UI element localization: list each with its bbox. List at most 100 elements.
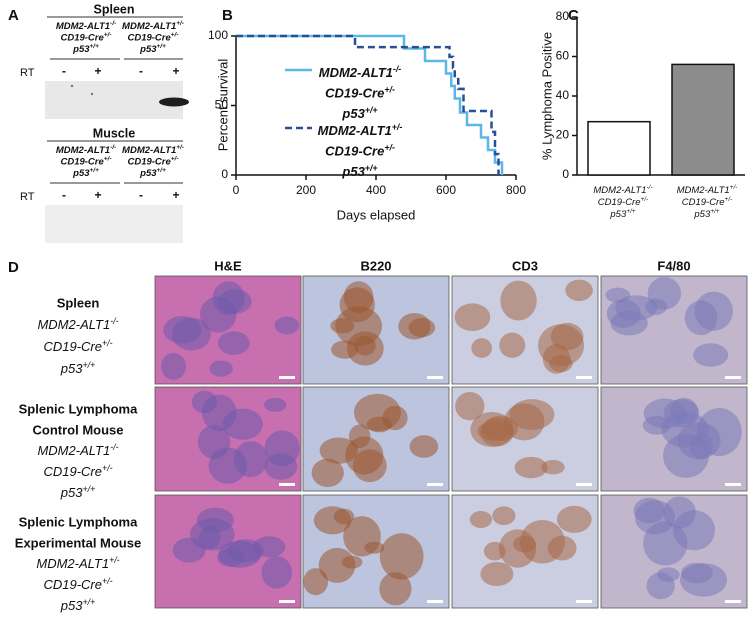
y-axis-label: Percent survival (215, 59, 230, 152)
scale-bar (279, 483, 295, 486)
superscript: +/- (725, 196, 733, 203)
scale-bar (576, 483, 592, 486)
genotype-label: CD19-Cre+/- (60, 31, 111, 43)
superscript: +/+ (365, 105, 378, 115)
superscript: +/+ (90, 167, 100, 174)
tissue-region (379, 572, 412, 606)
genotype-label: MDM2-ALT1-/- (56, 144, 116, 156)
legend-label: p53+/+ (341, 163, 377, 179)
superscript: +/- (102, 576, 113, 586)
row-title: Control Mouse (33, 422, 124, 437)
scale-bar (725, 483, 741, 486)
superscript: +/- (102, 463, 113, 473)
tissue-region (454, 303, 491, 332)
superscript: -/- (110, 144, 116, 151)
superscript: +/- (641, 196, 649, 203)
y-tick-label: 60 (556, 49, 570, 63)
tissue-region (209, 360, 233, 377)
row-title: Splenic Lymphoma (19, 401, 138, 416)
x-tick-label: 800 (506, 183, 526, 197)
tissue-region (198, 525, 221, 550)
rt-label: RT (20, 191, 35, 203)
genotype-label: CD19-Cre+/- (127, 155, 178, 167)
row-title: Experimental Mouse (15, 535, 141, 550)
row-genotype: CD19-Cre+/- (43, 463, 112, 479)
genotype-label: CD19-Cre+/- (60, 155, 111, 167)
tissue-region (331, 340, 359, 359)
superscript: -/- (393, 64, 401, 74)
superscript: +/+ (157, 167, 167, 174)
superscript: +/- (104, 31, 112, 38)
superscript: +/+ (626, 208, 636, 215)
tissue-region (565, 279, 593, 302)
superscript: +/+ (365, 163, 378, 173)
lane-label: + (172, 188, 179, 202)
tissue-region (172, 537, 206, 563)
tissue-region (217, 331, 250, 355)
superscript: +/- (176, 20, 184, 27)
superscript: +/- (102, 338, 113, 348)
superscript: +/- (384, 85, 395, 95)
tissue-region (499, 332, 526, 358)
tissue-region (161, 352, 186, 381)
legend-label: MDM2-ALT1-/- (319, 64, 402, 80)
tissue-region (233, 441, 268, 478)
superscript: +/- (384, 143, 395, 153)
histology-image (451, 386, 599, 492)
lane-label: + (94, 188, 101, 202)
superscript: +/+ (90, 43, 100, 50)
panel-letter: C (568, 7, 579, 24)
text-base: CD19-Cre (325, 86, 384, 101)
text-base: p53 (139, 44, 157, 55)
histology-image (451, 494, 599, 609)
genotype-label: p53+/+ (72, 43, 99, 55)
text-base: p53 (609, 209, 627, 220)
tissue-region (379, 533, 424, 580)
y-tick-label: 100 (208, 28, 228, 42)
lane-label: - (62, 188, 66, 202)
gel-speck (90, 92, 94, 96)
bar (671, 63, 735, 176)
tissue-region (646, 572, 675, 600)
histology-image (600, 275, 748, 385)
text-base: MDM2-ALT1 (677, 185, 730, 196)
tissue-region (663, 496, 696, 529)
tissue-region (199, 296, 237, 333)
superscript: -/- (110, 442, 118, 452)
column-header: H&E (214, 258, 242, 273)
tissue-region (663, 399, 700, 428)
x-tick-label: CD19-Cre+/- (682, 196, 732, 208)
superscript: +/- (171, 31, 179, 38)
survival-line (236, 34, 500, 175)
tissue-region (335, 306, 382, 347)
legend-label: CD19-Cre+/- (325, 143, 395, 159)
genotype-label: p53+/+ (139, 167, 166, 179)
histology-image (302, 275, 450, 385)
genotype-label: p53+/+ (72, 167, 99, 179)
gel-speck (70, 84, 74, 88)
tissue-region (398, 313, 431, 340)
tissue-region (550, 322, 584, 351)
text-base: p53 (693, 209, 711, 220)
tissue-region (680, 563, 728, 597)
column-header: CD3 (512, 258, 538, 273)
histology-image (451, 275, 599, 385)
tissue-region (684, 300, 718, 336)
legend-label: p53+/+ (341, 105, 377, 121)
text-base: MDM2-ALT1 (37, 317, 110, 332)
histology-image (154, 494, 302, 609)
histology-image (302, 494, 450, 609)
tissue-region (261, 556, 293, 589)
row-title: Splenic Lymphoma (19, 514, 138, 529)
gel-image (45, 81, 183, 119)
scale-bar (427, 483, 443, 486)
text-base: MDM2-ALT1 (122, 145, 176, 156)
text-base: MDM2-ALT1 (593, 185, 646, 196)
text-base: MDM2-ALT1 (37, 443, 110, 458)
x-axis-label: Days elapsed (337, 207, 416, 222)
histology-image (302, 386, 450, 492)
superscript: -/- (110, 20, 116, 27)
text-base: p53 (60, 485, 83, 500)
tissue-region (693, 343, 729, 367)
panel-letter: D (8, 259, 19, 276)
